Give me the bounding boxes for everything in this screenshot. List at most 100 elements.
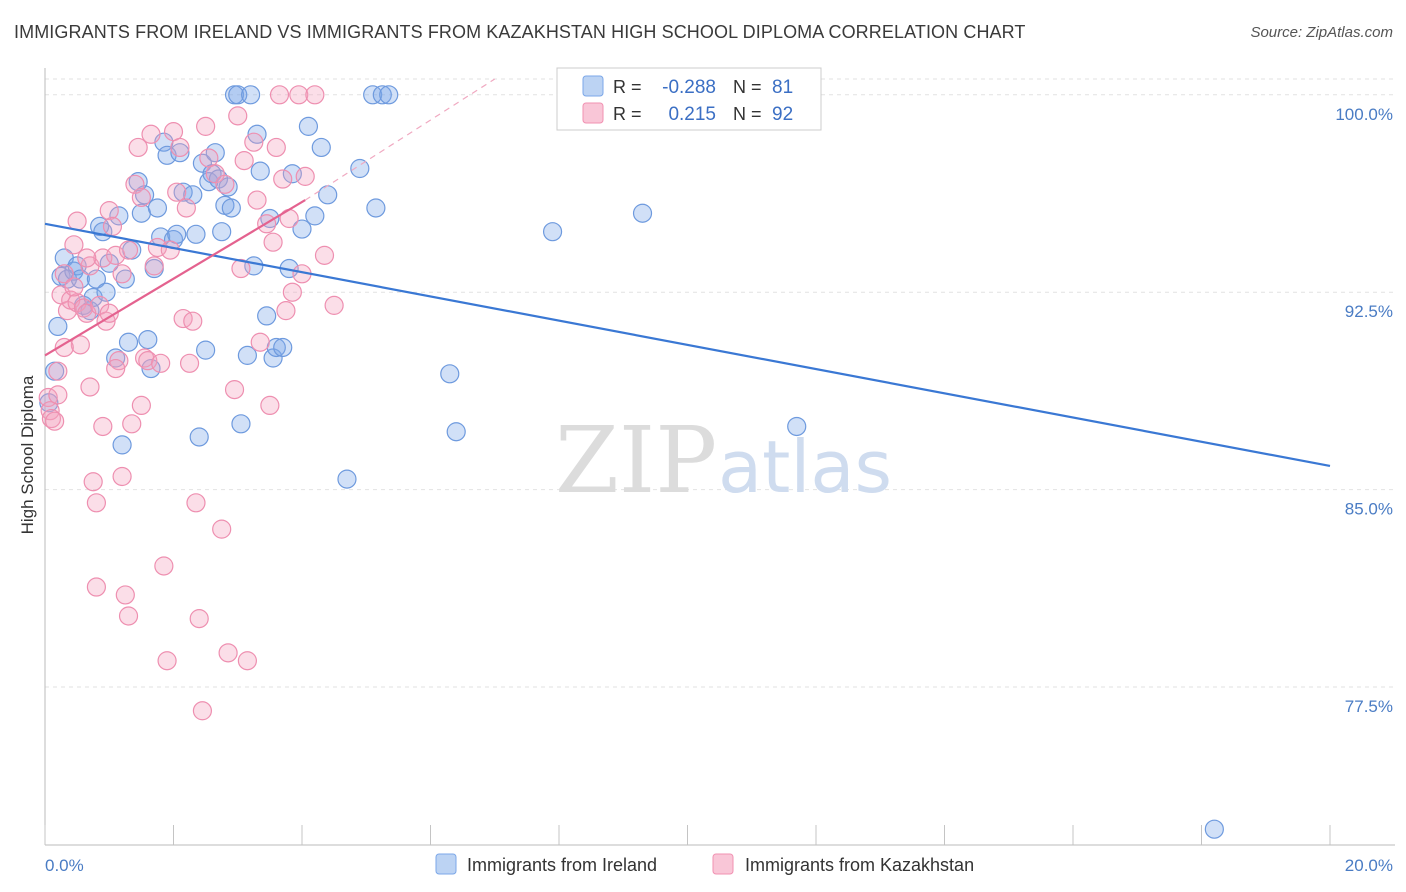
ireland-point <box>99 253 119 273</box>
axes <box>44 68 1395 846</box>
kazakhstan-point <box>183 311 203 331</box>
kazakhstan-point <box>144 256 164 276</box>
grid-lines <box>45 78 1395 688</box>
kazakhstan-point <box>295 166 315 186</box>
ireland-trend-line <box>44 222 1331 468</box>
ireland-point <box>363 85 383 105</box>
kazakhstan-point <box>45 411 65 431</box>
watermark-atlas: atlas <box>718 425 892 509</box>
kazakhstan-point <box>48 385 68 405</box>
legend-n-label-2: N = <box>733 104 762 124</box>
kazakhstan-point <box>250 332 270 352</box>
kazakhstan-point <box>70 335 90 355</box>
ireland-points <box>39 85 1224 839</box>
kazakhstan-point <box>170 137 190 158</box>
kazakhstan-point <box>86 493 107 513</box>
ireland-point <box>134 185 155 205</box>
kazakhstan-point <box>289 85 309 105</box>
kazakhstan-point <box>324 295 344 315</box>
kazakhstan-trend-extension <box>304 78 496 201</box>
kazakhstan-point <box>115 585 135 605</box>
kazakhstan-point <box>54 264 74 284</box>
bottom-legend-label-kazakhstan: Immigrants from Kazakhstan <box>745 855 974 875</box>
ireland-point <box>440 364 460 384</box>
ireland-point <box>263 348 283 368</box>
bottom-legend-label-ireland: Immigrants from Ireland <box>467 855 657 875</box>
kazakhstan-point <box>196 116 216 136</box>
kazakhstan-point <box>224 380 245 400</box>
ireland-point <box>147 198 168 218</box>
ireland-point <box>241 85 261 105</box>
kazakhstan-point <box>154 556 174 576</box>
ireland-point <box>118 332 139 352</box>
ireland-point <box>366 198 386 218</box>
kazakhstan-point <box>192 701 213 721</box>
ireland-point <box>372 85 392 105</box>
kazakhstan-point <box>276 301 296 321</box>
kazakhstan-point <box>205 164 225 184</box>
y-tick-label: 92.5% <box>1345 302 1393 321</box>
kazakhstan-point <box>237 651 257 671</box>
ireland-point <box>48 316 68 337</box>
ireland-point <box>273 337 293 358</box>
bottom-legend-swatch-ireland <box>435 853 457 875</box>
watermark-zip: ZIP <box>555 407 717 514</box>
kazakhstan-point <box>128 137 148 158</box>
ireland-point <box>311 137 331 158</box>
ireland-point <box>208 169 229 189</box>
kazakhstan-point <box>244 132 264 152</box>
bottom-legend-swatch-kazakhstan <box>712 853 734 875</box>
ireland-point <box>350 158 370 179</box>
kazakhstan-point <box>273 169 293 189</box>
kazakhstan-point <box>86 577 107 597</box>
ireland-point <box>196 340 216 360</box>
ireland-point <box>192 153 213 173</box>
chart-title: IMMIGRANTS FROM IRELAND VS IMMIGRANTS FR… <box>14 22 1026 42</box>
trend-lines <box>44 78 1331 468</box>
ireland-point <box>212 222 232 242</box>
legend-swatch-ireland <box>582 75 604 97</box>
kazakhstan-point <box>83 472 103 492</box>
ireland-point <box>221 198 241 218</box>
kazakhstan-point <box>54 337 74 358</box>
kazakhstan-point <box>141 124 161 144</box>
kazakhstan-point <box>57 301 78 321</box>
legend-r-label-1: R = <box>613 77 642 97</box>
ireland-point <box>112 435 132 455</box>
watermark: ZIP atlas <box>555 407 892 514</box>
kazakhstan-point <box>80 377 100 397</box>
kazakhstan-point <box>157 651 177 671</box>
kazakhstan-point <box>106 245 126 265</box>
ireland-point <box>318 185 338 205</box>
kazakhstan-point <box>131 395 151 416</box>
x-tick-label: 20.0% <box>1345 856 1393 875</box>
legend-r-value-2: 0.215 <box>668 104 716 125</box>
kazakhstan-point <box>41 408 62 429</box>
kazakhstan-point <box>234 151 254 171</box>
kazakhstan-point <box>186 493 206 513</box>
kazakhstan-point <box>48 361 68 381</box>
kazakhstan-point <box>282 282 302 302</box>
kazakhstan-point <box>314 245 335 265</box>
kazakhstan-point <box>99 201 119 221</box>
ireland-point <box>787 416 807 437</box>
ireland-point <box>305 206 325 226</box>
ireland-point <box>446 422 466 442</box>
kazakhstan-point <box>260 395 280 416</box>
ireland-point <box>237 345 257 365</box>
kazakhstan-point <box>231 258 251 279</box>
legend-r-value-1: -0.288 <box>662 77 716 98</box>
ireland-point <box>250 161 270 181</box>
kazakhstan-point <box>112 466 132 487</box>
kazakhstan-point <box>99 303 119 323</box>
y-tick-label: 85.0% <box>1345 500 1393 519</box>
legend-swatch-kazakhstan <box>582 102 604 124</box>
legend-n-value-2: 92 <box>772 104 793 125</box>
kazakhstan-point <box>212 519 232 539</box>
bottom-legend: Immigrants from Ireland Immigrants from … <box>435 853 974 875</box>
ireland-point <box>257 306 277 326</box>
kazakhstan-point <box>102 216 123 237</box>
kazakhstan-point <box>228 106 248 126</box>
kazakhstan-point <box>67 293 87 313</box>
